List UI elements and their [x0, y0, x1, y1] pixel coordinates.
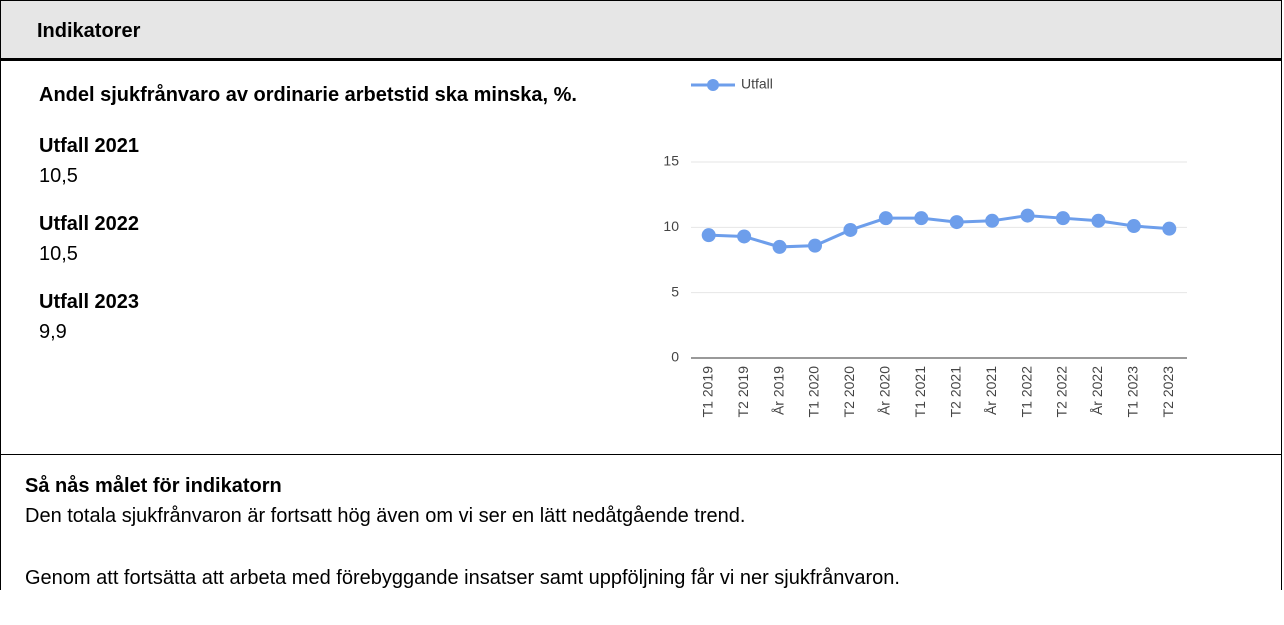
- point: [808, 238, 822, 253]
- x-tick-label: År 2020: [877, 366, 893, 415]
- result: Utfall 2023 9,9: [39, 287, 659, 347]
- result-label: Utfall 2023: [39, 291, 140, 313]
- x-tick-label: T2 2020: [841, 366, 857, 418]
- x-tick-label: År 2019: [770, 366, 786, 415]
- result: Utfall 2022 10,5: [39, 209, 659, 269]
- results: Utfall 2021 10,5 Utfall 2022 10,5 Utfall 202…: [39, 131, 659, 347]
- x-tick-label: T2 2023: [1160, 366, 1176, 418]
- point: [1162, 221, 1177, 236]
- indicator: Andel sjukfrånvaro av ordinarie arbetsti…: [39, 81, 659, 365]
- header-title: Indikatorer: [1, 1, 1281, 61]
- result-value: 9,9: [39, 321, 67, 343]
- x-tick-label: T1 2021: [912, 366, 928, 418]
- x-tick-label: T1 2023: [1125, 366, 1141, 418]
- y-tick-label: 5: [671, 283, 679, 299]
- x-tick-label: T2 2019: [735, 366, 751, 418]
- point: [1126, 219, 1141, 234]
- point: [772, 239, 787, 254]
- page: Indikatorer Andel sjukfrånvaro av ordina…: [0, 0, 1282, 590]
- point: [1091, 213, 1106, 228]
- point: [1020, 208, 1035, 223]
- x-tick-label: T2 2021: [947, 366, 963, 418]
- point: [914, 211, 929, 226]
- x-tick-label: År 2021: [983, 366, 999, 415]
- result: Utfall 2021 10,5: [39, 131, 659, 191]
- x-tick-label: År 2022: [1089, 366, 1105, 415]
- x-tick-label: T1 2019: [699, 366, 715, 418]
- point: [985, 213, 1000, 228]
- point: [737, 229, 752, 244]
- chart: 0 5 10 15 T1 2019 T2 2019 År 2019 T1 2020 T2 202…: [663, 76, 1187, 418]
- footer-heading: Så nås målet för indikatorn: [25, 475, 282, 497]
- result-value: 10,5: [39, 243, 78, 265]
- footer: Så nås målet för indikatorn Den totala s…: [1, 454, 1281, 625]
- footer-paragraph: Genom att fortsätta att arbeta med föreb…: [25, 567, 900, 589]
- y-tick-label: 15: [663, 153, 679, 169]
- legend-label: Utfall: [741, 76, 773, 92]
- point: [843, 222, 858, 237]
- legend-marker: [707, 79, 719, 91]
- point: [949, 215, 964, 230]
- point: [701, 228, 716, 243]
- result-label: Utfall 2021: [39, 135, 140, 157]
- x-tick-label: T2 2022: [1054, 366, 1070, 418]
- result-label: Utfall 2022: [39, 213, 140, 235]
- result-value: 10,5: [39, 165, 78, 187]
- x-tick-label: T1 2022: [1018, 366, 1034, 418]
- point: [1056, 211, 1070, 226]
- indicator-title: Andel sjukfrånvaro av ordinarie arbetsti…: [39, 84, 577, 106]
- footer-paragraph: Den totala sjukfrånvaron är fortsatt hög…: [25, 505, 746, 527]
- y-tick-label: 10: [663, 218, 679, 234]
- y-tick-label: 0: [671, 349, 679, 365]
- x-tick-label: T1 2020: [806, 366, 822, 418]
- point: [878, 211, 893, 226]
